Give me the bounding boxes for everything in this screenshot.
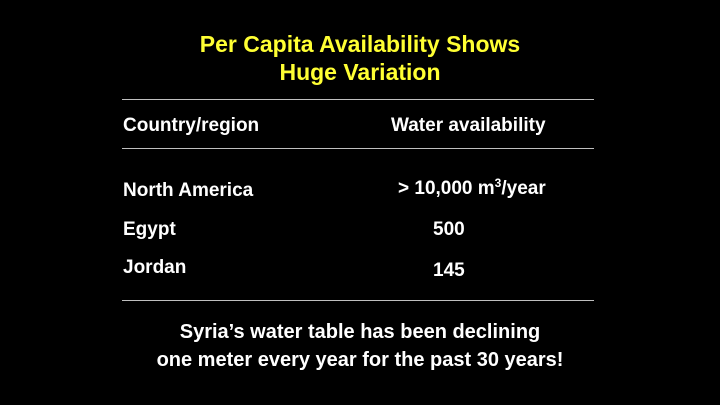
footer-note-line-1: Syria’s water table has been declining: [179, 321, 541, 343]
value-suffix: /year: [501, 178, 546, 199]
value-prefix: > 10,000 m: [398, 178, 495, 199]
footer-note: Syria’s water table has been declining o…: [0, 318, 720, 374]
table-row-value: > 10,000 m3/year: [398, 176, 546, 200]
slide-title: Per Capita Availability Shows Huge Varia…: [0, 30, 720, 86]
footer-note-line-2: one meter every year for the past 30 yea…: [156, 349, 564, 371]
table-bottom-rule: [122, 300, 594, 301]
table-row-value: 500: [433, 219, 465, 240]
table-row-country: Egypt: [123, 219, 176, 240]
value-superscript: 3: [494, 176, 502, 190]
slide-title-line-1: Per Capita Availability Shows: [199, 31, 521, 57]
table-header-rule: [122, 148, 594, 149]
table-top-rule: [122, 99, 594, 100]
slide-title-line-2: Huge Variation: [279, 59, 441, 85]
table-row-country: Jordan: [123, 257, 187, 278]
column-header-country: Country/region: [123, 115, 260, 136]
column-header-water-availability: Water availability: [391, 115, 546, 136]
table-row-value: 145: [433, 260, 465, 281]
table-row-country: North America: [123, 180, 254, 201]
